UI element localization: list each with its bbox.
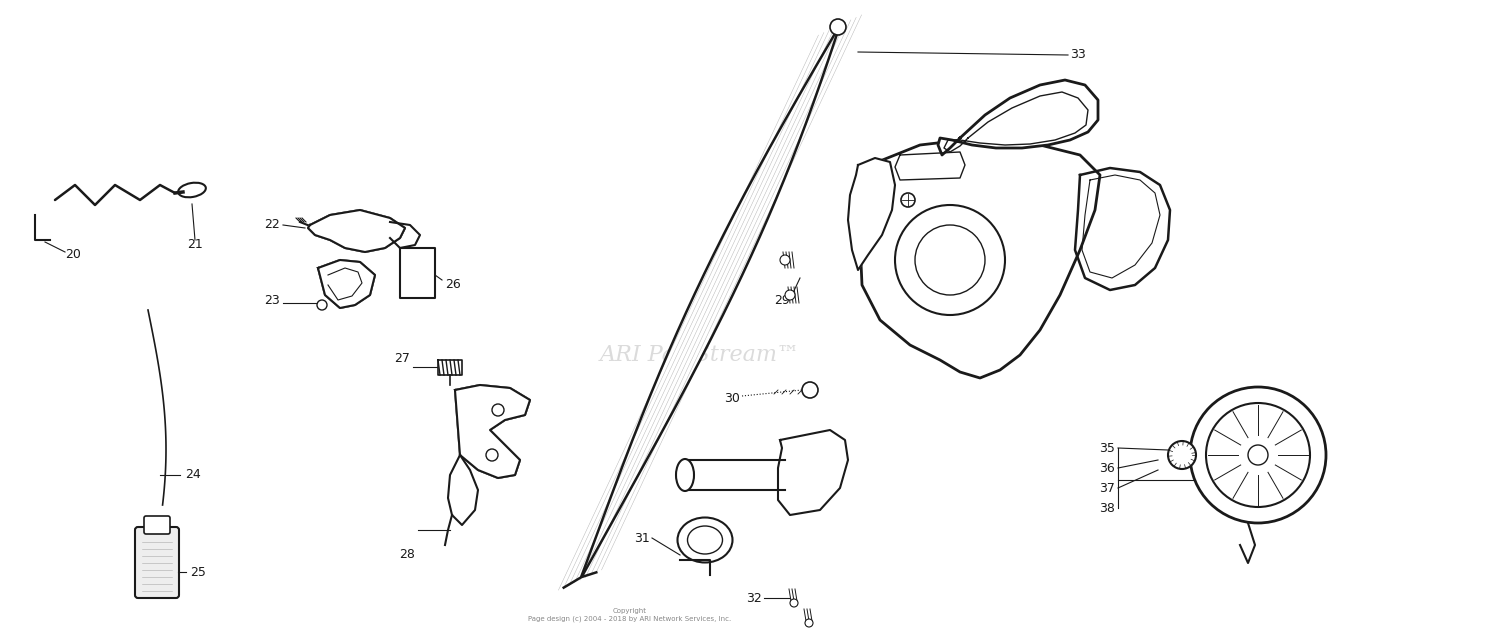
Text: 36: 36 [1100, 461, 1114, 475]
Text: 35: 35 [1100, 441, 1114, 454]
Circle shape [802, 382, 818, 398]
Text: 37: 37 [1100, 482, 1114, 494]
Circle shape [780, 255, 790, 265]
Polygon shape [859, 138, 1100, 378]
Text: 28: 28 [399, 549, 416, 561]
Circle shape [316, 300, 327, 310]
Text: 22: 22 [264, 218, 280, 232]
FancyBboxPatch shape [135, 527, 178, 598]
Ellipse shape [678, 517, 732, 563]
Circle shape [902, 193, 915, 207]
Text: 21: 21 [188, 239, 202, 251]
Circle shape [492, 404, 504, 416]
Text: Copyright
Page design (c) 2004 - 2018 by ARI Network Services, Inc.: Copyright Page design (c) 2004 - 2018 by… [528, 608, 732, 622]
Text: 30: 30 [724, 392, 740, 404]
Ellipse shape [676, 459, 694, 491]
Circle shape [915, 225, 986, 295]
Text: 20: 20 [64, 248, 81, 262]
Circle shape [1168, 441, 1196, 469]
Text: ARI PartStream™: ARI PartStream™ [600, 344, 800, 366]
Ellipse shape [178, 182, 206, 197]
Polygon shape [778, 430, 847, 515]
Polygon shape [318, 260, 375, 308]
Circle shape [784, 290, 795, 300]
Polygon shape [308, 210, 405, 252]
Ellipse shape [687, 526, 723, 554]
Circle shape [830, 19, 846, 35]
Polygon shape [564, 24, 843, 588]
Text: 23: 23 [264, 293, 280, 306]
Text: 31: 31 [634, 531, 650, 544]
Circle shape [1206, 403, 1310, 507]
Text: 26: 26 [446, 279, 460, 292]
Text: 34: 34 [1020, 158, 1035, 172]
Circle shape [806, 619, 813, 627]
Text: 27: 27 [394, 352, 410, 364]
Circle shape [1248, 445, 1268, 465]
Polygon shape [847, 158, 895, 270]
Circle shape [896, 205, 1005, 315]
Text: 25: 25 [190, 565, 206, 579]
Circle shape [486, 449, 498, 461]
Text: 32: 32 [747, 591, 762, 604]
Text: 33: 33 [1070, 48, 1086, 61]
Text: 24: 24 [184, 468, 201, 482]
FancyBboxPatch shape [144, 516, 170, 534]
Text: 29: 29 [774, 293, 790, 306]
Polygon shape [1076, 168, 1170, 290]
Circle shape [790, 599, 798, 607]
Polygon shape [454, 385, 530, 478]
Polygon shape [938, 80, 1098, 155]
Circle shape [1190, 387, 1326, 523]
Text: 38: 38 [1100, 501, 1114, 514]
